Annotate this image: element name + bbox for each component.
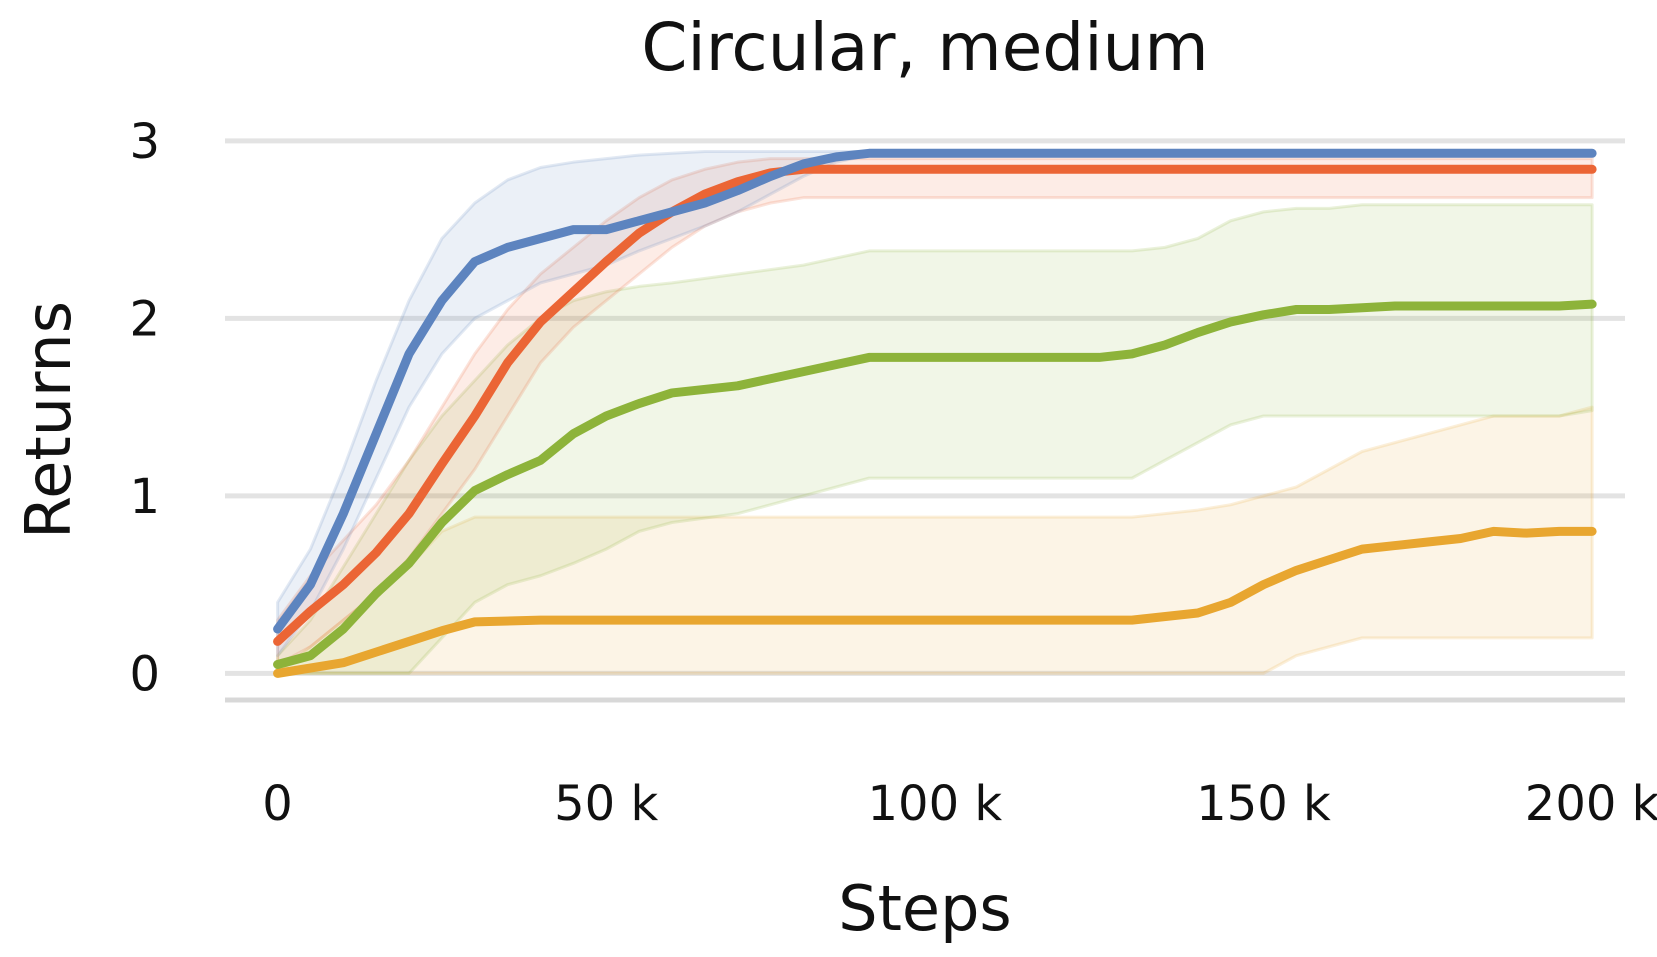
x-tick-label: 200 k <box>1525 776 1657 832</box>
x-tick-label: 50 k <box>554 776 658 832</box>
x-tick-label: 150 k <box>1196 776 1331 832</box>
confidence-band <box>276 203 1594 675</box>
confidence-bands <box>276 150 1594 675</box>
y-axis-label: Returns <box>12 301 85 539</box>
y-ticks: 0 1 2 3 <box>129 114 160 703</box>
x-tick-label: 100 k <box>868 776 1003 832</box>
series-line <box>273 164 1597 646</box>
grid <box>225 138 1625 703</box>
series-lines <box>273 148 1597 678</box>
y-tick-label: 0 <box>129 646 160 702</box>
confidence-band <box>276 157 1594 666</box>
x-axis-label: Steps <box>838 872 1011 945</box>
chart-title: Circular, medium <box>641 9 1208 86</box>
y-tick-label: 2 <box>129 291 160 347</box>
series-line <box>273 148 1597 634</box>
series-line <box>273 526 1597 678</box>
y-tick-label: 1 <box>129 469 160 525</box>
y-tick-label: 3 <box>129 114 160 170</box>
x-ticks: 0 50 k 100 k 150 k 200 k <box>262 776 1657 832</box>
confidence-band <box>276 405 1594 675</box>
x-tick-label: 0 <box>262 776 293 832</box>
series-line <box>273 299 1597 669</box>
